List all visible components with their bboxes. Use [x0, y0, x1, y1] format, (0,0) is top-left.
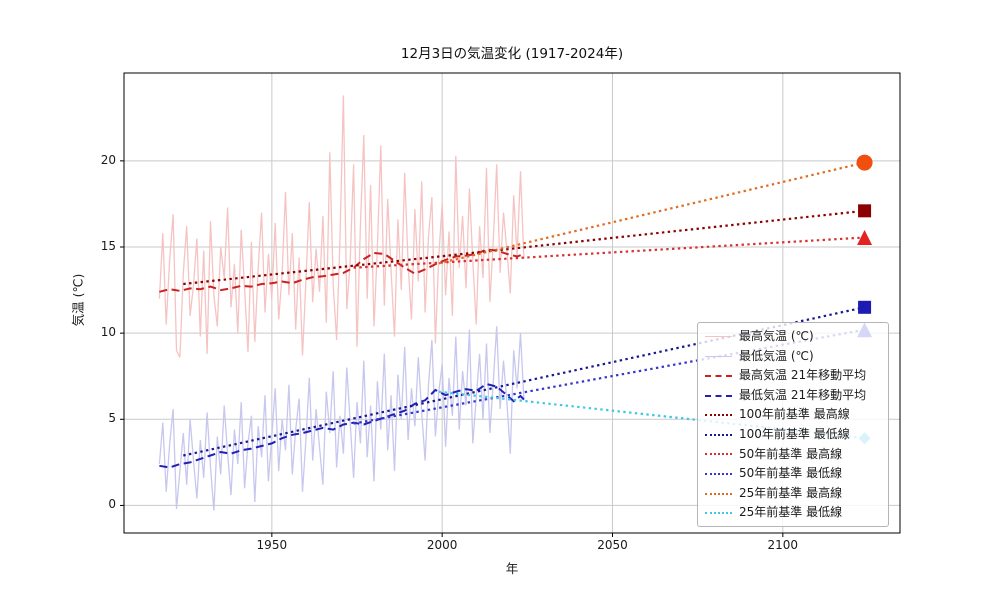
legend-swatch: [705, 355, 732, 357]
legend: 最高気温 (℃) 最低気温 (℃) 最高気温 21年移動平均 最低気温 21年移動平均…: [697, 322, 889, 527]
legend-label: 最低気温 (℃): [739, 348, 814, 363]
y-tick-label: 15: [100, 239, 116, 253]
series-min-raw: [158, 326, 525, 511]
marker-trend50-max: [857, 230, 873, 246]
legend-label: 100年前基準 最低線: [739, 426, 850, 441]
series-max-raw: [158, 95, 525, 358]
chart-title: 12月3日の気温変化 (1917-2024年): [400, 46, 624, 62]
legend-label: 50年前基準 最低線: [739, 466, 843, 481]
series-max-ma21: [159, 248, 525, 293]
legend-item-max-raw: 最高気温 (℃): [698, 327, 888, 347]
legend-swatch: [705, 336, 732, 338]
y-tick-label: 5: [108, 411, 116, 426]
marker-trend25-max: [856, 154, 873, 171]
series-trend100-max: [183, 209, 865, 286]
legend-item-trend50-max: 50年前基準 最高線: [698, 445, 888, 465]
legend-swatch: [705, 433, 732, 436]
legend-item-max-ma21: 最高気温 21年移動平均: [698, 366, 888, 386]
legend-item-min-ma21: 最低気温 21年移動平均: [698, 386, 888, 406]
series-trend25-min: [438, 390, 865, 440]
legend-item-trend100-min: 100年前基準 最低線: [698, 425, 888, 445]
plot-frame: [123, 72, 901, 534]
x-tick-label: 1950: [256, 538, 288, 552]
legend-label: 25年前基準 最高線: [739, 485, 843, 500]
x-tick-label: 2050: [597, 538, 628, 552]
legend-item-trend100-max: 100年前基準 最高線: [698, 405, 888, 425]
series-trend25-max: [438, 161, 865, 265]
legend-swatch: [705, 492, 732, 495]
legend-label: 最高気温 (℃): [739, 329, 814, 343]
legend-swatch: [705, 512, 732, 515]
y-tick-label: 20: [100, 152, 116, 167]
legend-swatch: [705, 453, 732, 456]
legend-swatch: [705, 414, 732, 417]
legend-swatch: [705, 374, 732, 377]
marker-trend100-min: [858, 300, 872, 314]
x-tick-label: 2000: [426, 538, 458, 552]
x-tick-label: 2100: [767, 538, 799, 552]
y-tick-label: 10: [100, 325, 116, 340]
legend-swatch: [705, 394, 732, 397]
legend-label: 最低気温 21年移動平均: [739, 387, 867, 402]
legend-label: 50年前基準 最高線: [739, 446, 843, 461]
legend-item-min-raw: 最低気温 (℃): [698, 347, 888, 367]
legend-swatch: [705, 472, 732, 475]
series-min-ma21: [159, 382, 525, 469]
marker-trend100-max: [858, 204, 872, 218]
series-trend50-max: [353, 236, 865, 269]
legend-label: 最高気温 21年移動平均: [739, 368, 867, 383]
y-tick-label: 0: [108, 497, 116, 512]
legend-item-trend25-min: 25年前基準 最低線: [698, 503, 888, 523]
legend-label: 100年前基準 最高線: [739, 407, 850, 422]
legend-item-trend50-min: 50年前基準 最低線: [698, 464, 888, 484]
x-axis-title: 年: [505, 561, 519, 576]
legend-label: 25年前基準 最低線: [739, 505, 843, 520]
legend-item-trend25-max: 25年前基準 最高線: [698, 484, 888, 504]
y-axis-title: 気温 (℃): [70, 273, 86, 327]
